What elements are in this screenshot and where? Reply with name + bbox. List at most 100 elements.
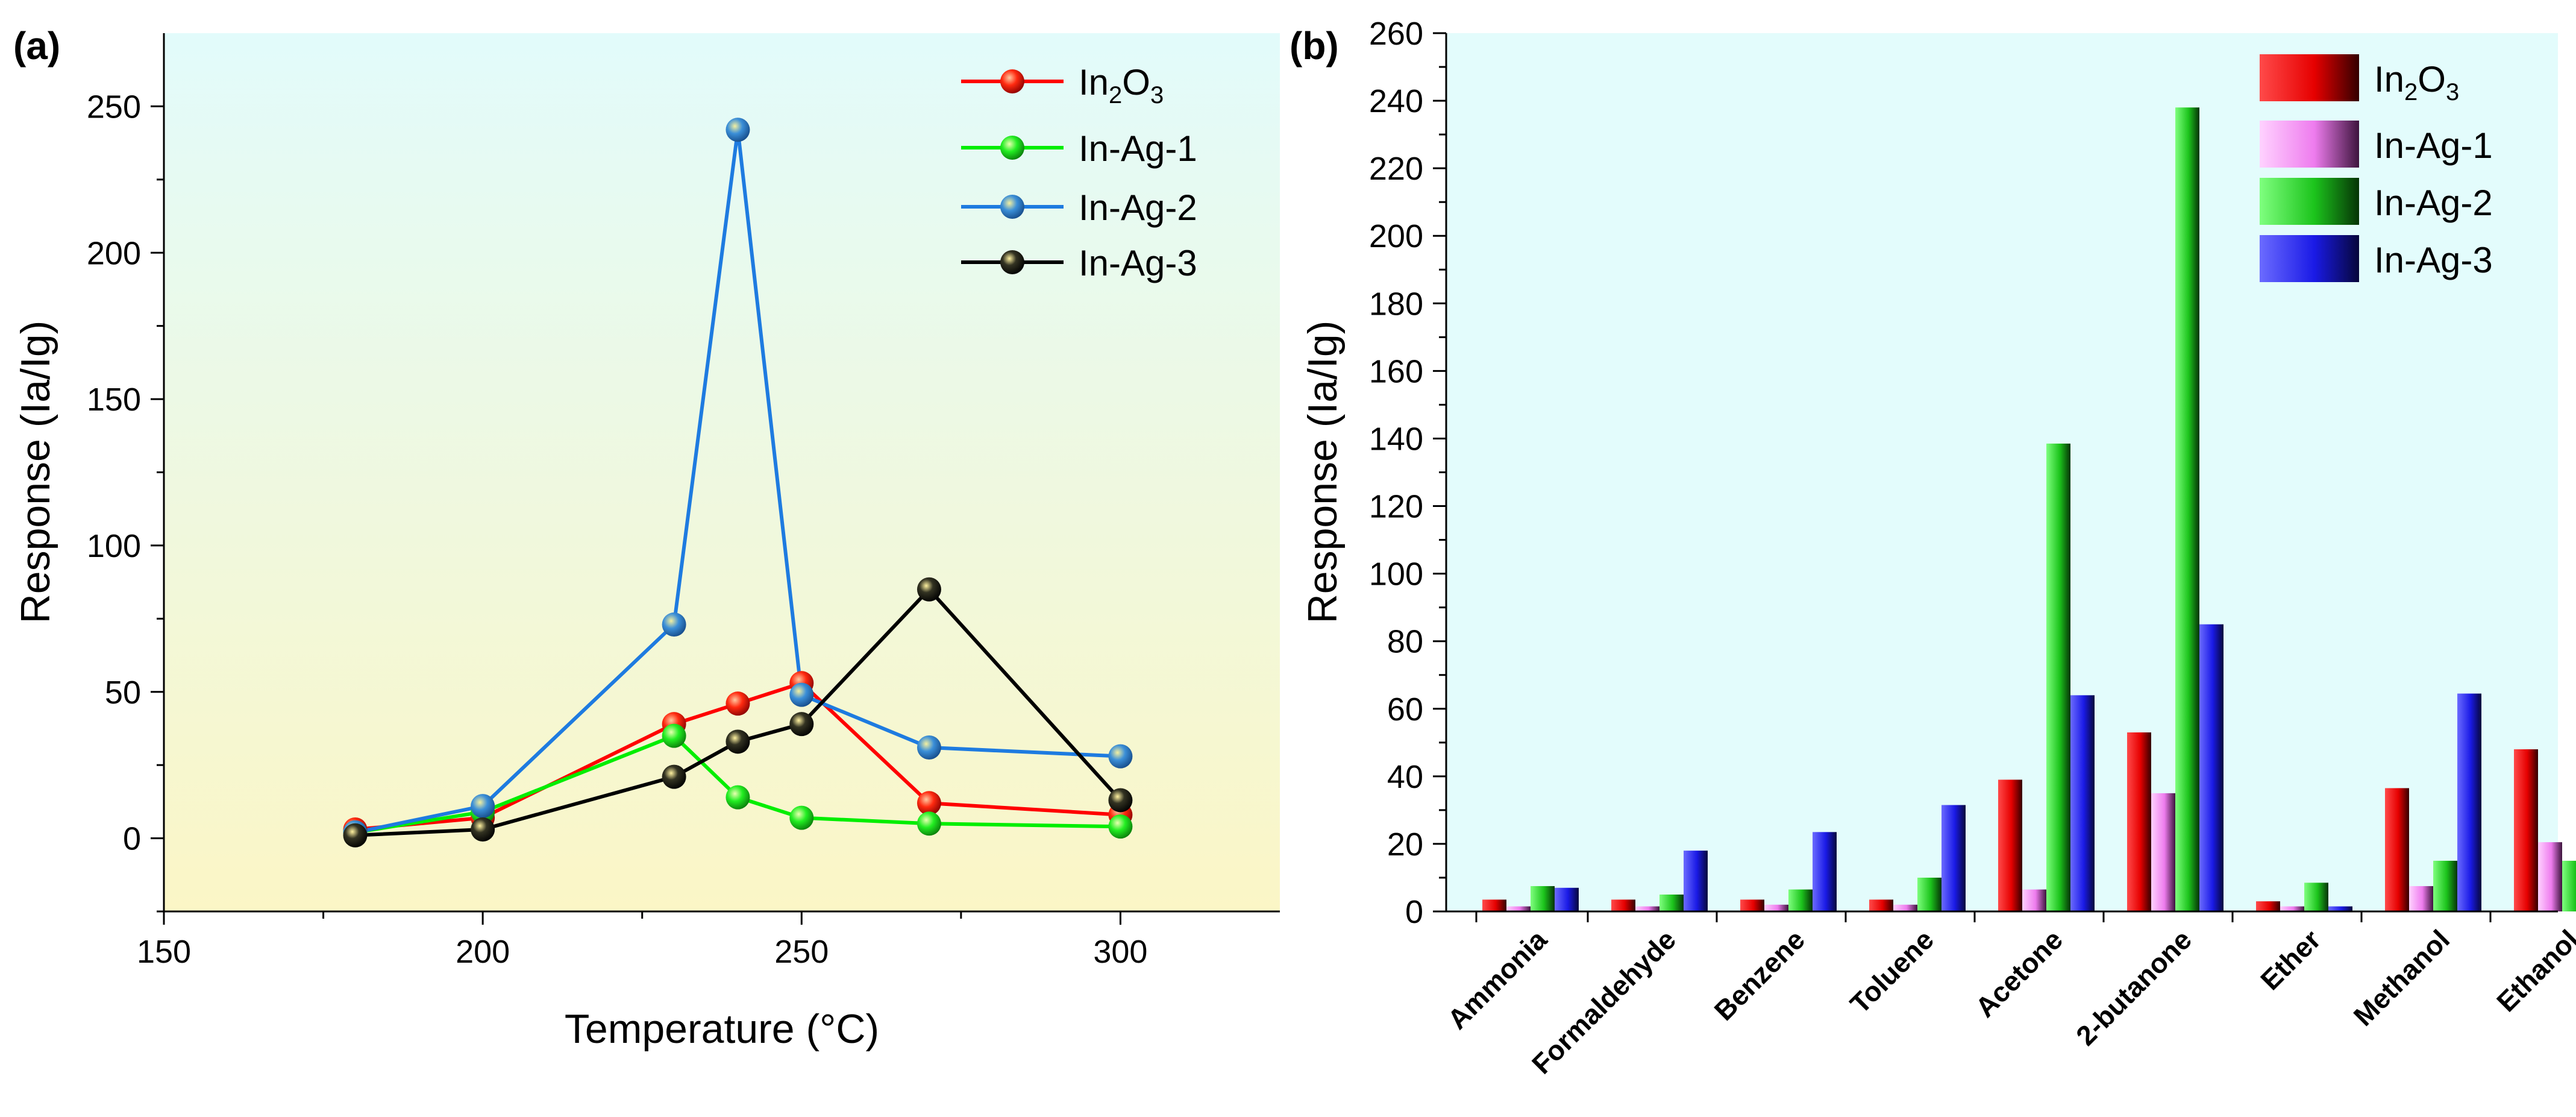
bar-in-ag-2-methanol — [2433, 860, 2457, 911]
y-tick-label: 120 — [1369, 489, 1423, 525]
y-tick-label: 40 — [1387, 759, 1423, 795]
bar-in-ag-3-acetone — [2070, 695, 2095, 911]
bar-in2o3-ethanol — [2514, 749, 2538, 911]
legend-item-b-in-ag-3: In-Ag-3 — [2260, 235, 2493, 282]
bar-in-ag-3-ammonia — [1555, 887, 1579, 911]
category-label-2-butanone: 2-butanone — [2070, 923, 2198, 1051]
legend-item-b-in-ag-1: In-Ag-1 — [2260, 121, 2493, 168]
bar-in-ag-2-formaldehyde — [1659, 894, 1684, 911]
legend-swatch-b-in2o3 — [2260, 54, 2359, 101]
data-point-in-ag-3 — [789, 712, 814, 737]
x-tick-label: 150 — [137, 934, 191, 970]
data-point-in-ag-3 — [343, 823, 368, 848]
panel-b-plot-area — [1446, 33, 2558, 911]
data-point-in-ag-2 — [1108, 744, 1133, 769]
y-tick-label: 140 — [1369, 421, 1423, 457]
data-point-in-ag-1 — [917, 811, 941, 836]
bar-in-ag-2-ether — [2304, 883, 2328, 911]
panel-a-label: (a) — [13, 24, 60, 68]
panel-a: (a) 150 200 250 300 0 50 100 150 200 250 Temperat… — [13, 24, 1280, 1052]
panel-a-plot-area — [164, 33, 1280, 911]
panel-b-label: (b) — [1290, 24, 1339, 68]
data-point-in-ag-2 — [789, 682, 814, 707]
data-point-in-ag-2 — [662, 612, 686, 637]
bar-in-ag-2-2-butanone — [2175, 107, 2199, 911]
data-point-in-ag-1 — [725, 785, 750, 810]
category-label-toluene: Toluene — [1844, 923, 1940, 1019]
panel-a-legend: In2O3 In-Ag-1 In-Ag-2 In-Ag-3 — [961, 62, 1197, 283]
data-point-in-ag-3 — [725, 729, 750, 754]
panel-a-markers — [343, 118, 1133, 848]
legend-label-in-ag-3: In-Ag-3 — [1079, 243, 1197, 283]
x-tick-label: 200 — [456, 934, 510, 970]
legend-swatch-b-in-ag-1 — [2260, 121, 2359, 168]
panel-b-ticks: 0 20 40 60 80 100 120 140 160 180 200 220 240 260 — [1369, 16, 2492, 930]
y-tick-label: 0 — [123, 821, 141, 857]
panel-b: (b) 0 20 40 60 80 100 120 140 160 180 200 220 240 260… — [1290, 16, 2576, 1080]
legend-label-b-in-ag-2: In-Ag-2 — [2374, 183, 2493, 223]
bar-in-ag-2-ethanol — [2562, 860, 2576, 911]
bar-in2o3-formaldehyde — [1611, 899, 1635, 911]
bar-in-ag-1-formaldehyde — [1635, 906, 1659, 911]
bar-in-ag-2-toluene — [1917, 877, 1941, 911]
legend-marker-in-ag-3 — [1000, 250, 1024, 274]
data-point-in-ag-1 — [1108, 814, 1133, 839]
y-tick-label: 20 — [1387, 826, 1423, 863]
legend-label-in-ag-1: In-Ag-1 — [1079, 128, 1197, 169]
bar-in-ag-3-benzene — [1813, 832, 1837, 911]
panel-b-y-axis-title: Response (Ia/Ig) — [1300, 321, 1346, 624]
category-label-ether: Ether — [2254, 923, 2327, 996]
legend-item-in2o3: In2O3 — [961, 62, 1164, 109]
category-label-methanol: Methanol — [2348, 923, 2456, 1032]
data-point-in-ag-2 — [725, 118, 750, 142]
data-point-in-ag-3 — [1108, 788, 1133, 813]
legend-marker-in-ag-2 — [1000, 195, 1024, 219]
y-tick-label: 220 — [1369, 151, 1423, 187]
panel-a-y-axis-title: Response (Ia/Ig) — [13, 321, 58, 624]
y-tick-label: 240 — [1369, 83, 1423, 119]
y-tick-label: 80 — [1387, 624, 1423, 660]
panel-a-ticks: 150 200 250 300 0 50 100 150 200 250 — [87, 89, 1148, 970]
bar-in-ag-3-methanol — [2457, 693, 2481, 911]
legend-item-in-ag-2: In-Ag-2 — [961, 187, 1197, 228]
y-tick-label: 200 — [1369, 218, 1423, 254]
legend-item-in-ag-1: In-Ag-1 — [961, 128, 1197, 169]
bar-in2o3-2-butanone — [2127, 732, 2151, 911]
legend-label-b-in2o3: In2O3 — [2374, 59, 2459, 105]
bar-in-ag-3-2-butanone — [2199, 624, 2223, 911]
bar-in2o3-methanol — [2385, 788, 2409, 911]
data-point-in2o3 — [725, 691, 750, 716]
data-point-in2o3 — [917, 791, 941, 816]
category-label-ethanol: Ethanol — [2490, 923, 2576, 1018]
bar-in-ag-1-ammonia — [1506, 906, 1531, 911]
panel-b-legend: In2O3 In-Ag-1 In-Ag-2 In-Ag-3 — [2260, 54, 2493, 282]
y-tick-label: 50 — [105, 675, 141, 711]
y-tick-label: 250 — [87, 89, 141, 125]
data-point-in-ag-3 — [917, 577, 941, 602]
bar-in-ag-3-toluene — [1941, 805, 1966, 911]
category-label-ammonia: Ammonia — [1441, 923, 1553, 1035]
legend-label-in-ag-2: In-Ag-2 — [1079, 187, 1197, 228]
bar-in-ag-1-acetone — [2022, 889, 2046, 911]
bar-in-ag-1-ethanol — [2538, 842, 2562, 911]
legend-marker-in-ag-1 — [1000, 136, 1024, 160]
bar-in-ag-1-2-butanone — [2151, 793, 2175, 911]
y-tick-label: 180 — [1369, 286, 1423, 322]
legend-item-in-ag-3: In-Ag-3 — [961, 243, 1197, 283]
bar-in2o3-ether — [2256, 901, 2280, 911]
bar-in2o3-benzene — [1740, 899, 1764, 911]
bar-in-ag-1-ether — [2280, 906, 2304, 911]
bar-in2o3-toluene — [1869, 899, 1893, 911]
y-tick-label: 60 — [1387, 691, 1423, 728]
bar-in-ag-1-benzene — [1764, 904, 1788, 911]
bar-in-ag-2-benzene — [1788, 889, 1813, 911]
bar-in2o3-acetone — [1998, 779, 2022, 911]
data-point-in-ag-3 — [662, 764, 686, 789]
legend-item-b-in-ag-2: In-Ag-2 — [2260, 178, 2493, 225]
panel-a-x-axis-title: Temperature (°C) — [565, 1006, 879, 1052]
data-point-in-ag-1 — [662, 723, 686, 748]
data-point-in-ag-2 — [471, 794, 495, 819]
bar-in-ag-2-acetone — [2046, 443, 2070, 911]
